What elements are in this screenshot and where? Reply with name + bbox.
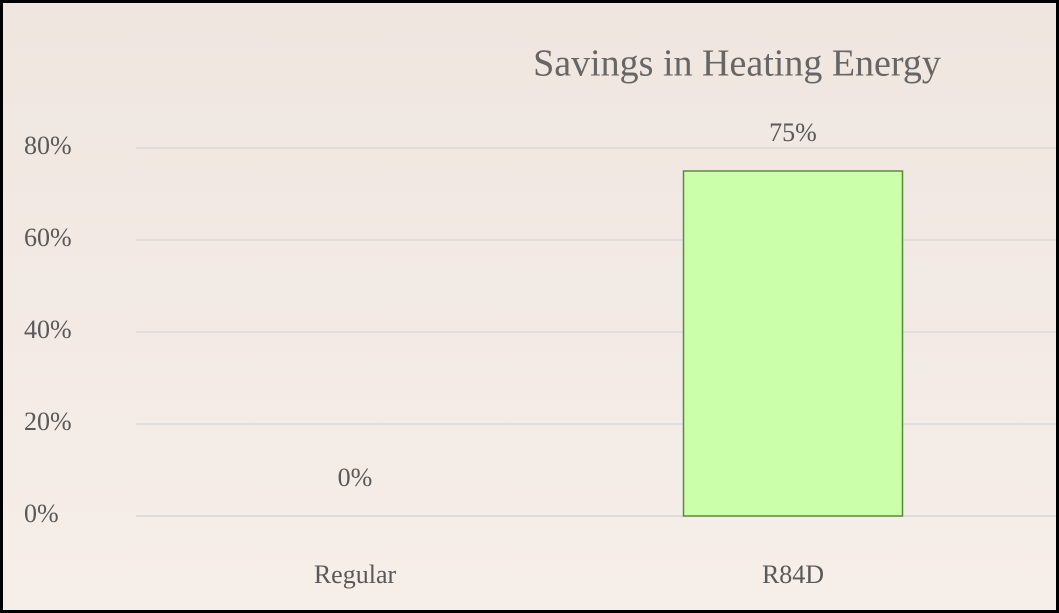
bar — [682, 170, 904, 517]
y-tick-label: 60% — [24, 223, 72, 252]
chart-title: Savings in Heating Energy — [533, 43, 941, 85]
data-label: 75% — [769, 118, 817, 147]
y-tick-label: 0% — [24, 499, 59, 528]
data-label: 0% — [338, 463, 373, 492]
x-tick-label: R84D — [762, 560, 824, 589]
y-tick-label: 20% — [24, 407, 72, 436]
y-tick-label: 40% — [24, 315, 72, 344]
x-tick-label: Regular — [314, 560, 397, 589]
y-tick-label: 80% — [24, 131, 72, 160]
